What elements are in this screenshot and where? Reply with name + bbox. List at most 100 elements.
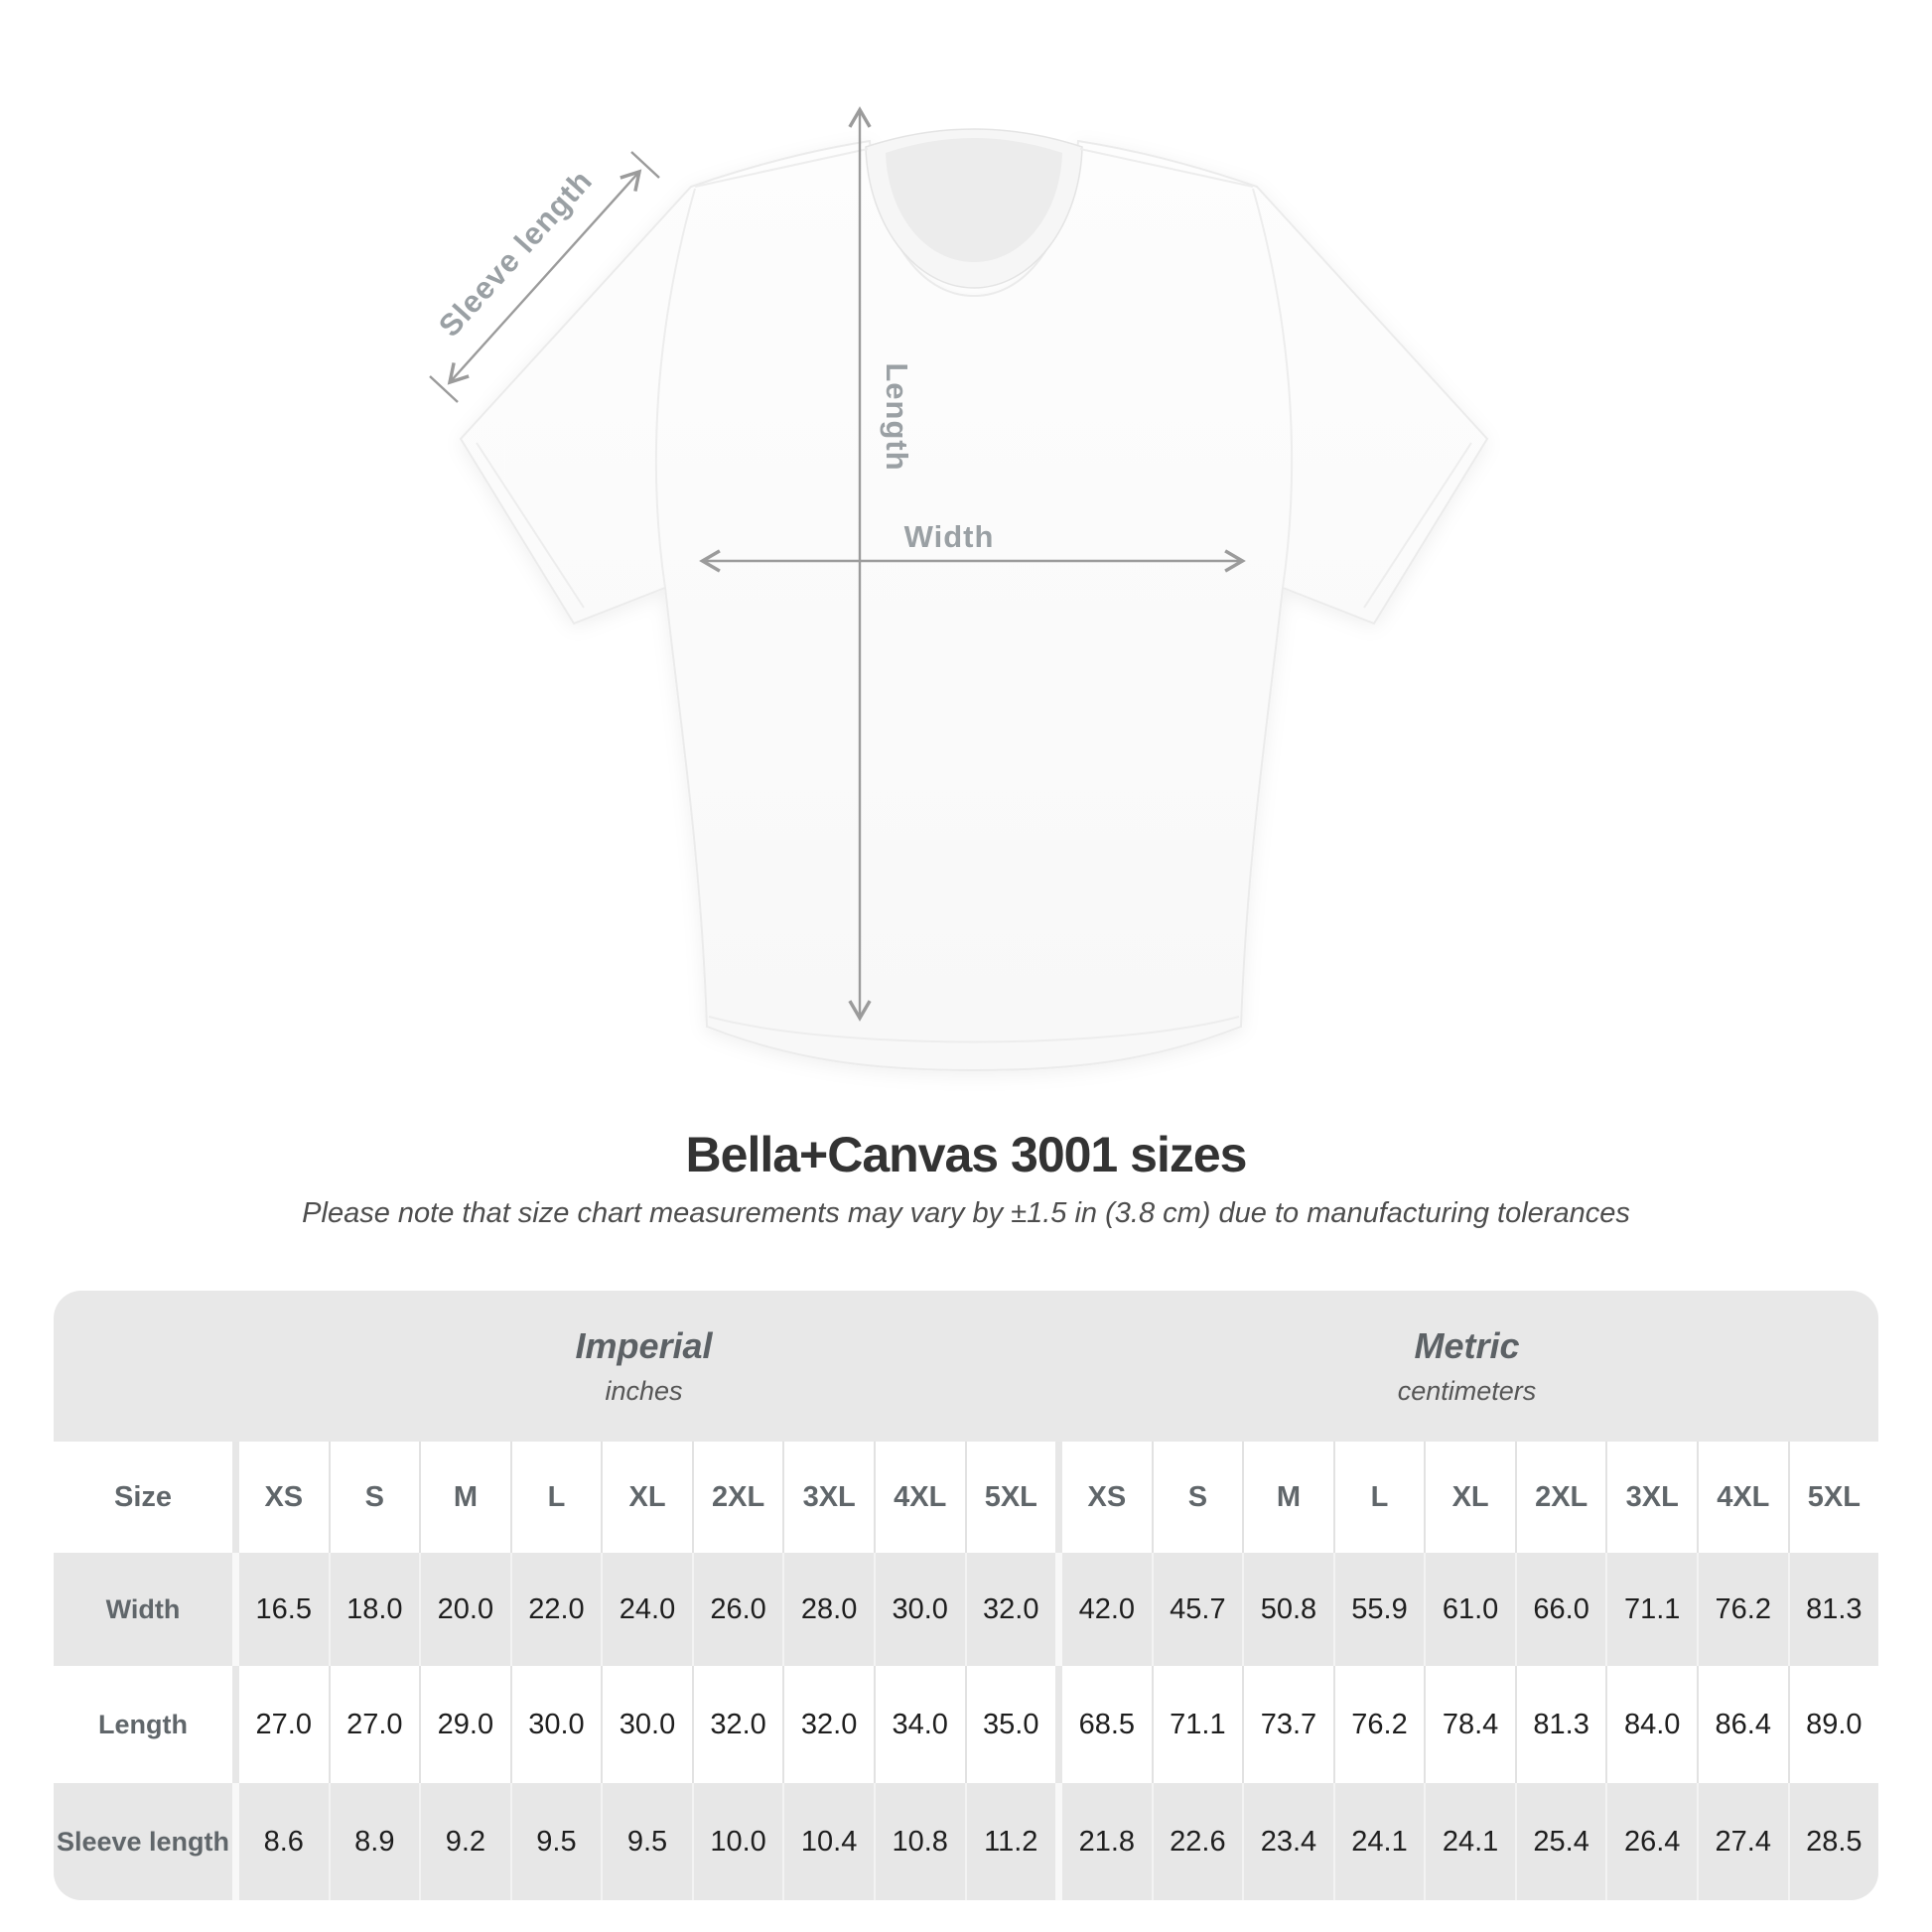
size-header-cell: S: [328, 1442, 420, 1553]
heading-block: Bella+Canvas 3001 sizes Please note that…: [0, 1126, 1932, 1230]
sleeve-arrow-end-cap: [429, 375, 459, 403]
value-cell: 28.5: [1787, 1783, 1878, 1900]
value-cell: 22.0: [509, 1553, 602, 1666]
value-cell: 27.4: [1697, 1783, 1788, 1900]
size-header-cell: XS: [1055, 1442, 1152, 1553]
value-cell: 24.1: [1424, 1783, 1515, 1900]
value-cell: 84.0: [1605, 1666, 1697, 1783]
size-header-row: Size XS S M L XL 2XL 3XL 4XL 5XL XS S M …: [54, 1442, 1878, 1553]
value-cell: 76.2: [1697, 1553, 1788, 1666]
value-cell: 32.0: [782, 1666, 874, 1783]
tshirt-collar-opening: [886, 138, 1062, 262]
value-cell: 8.6: [232, 1783, 329, 1900]
value-cell: 9.5: [601, 1783, 692, 1900]
size-header-cell: M: [1242, 1442, 1333, 1553]
value-cell: 8.9: [328, 1783, 420, 1900]
size-header-cell: 2XL: [1514, 1442, 1606, 1553]
tshirt-illustration: [459, 128, 1489, 1072]
metric-unit: centimeters: [1397, 1376, 1537, 1406]
size-table: Imperial inches Metric centimeters Size …: [54, 1291, 1878, 1900]
value-cell: 16.5: [232, 1553, 329, 1666]
value-cell: 22.6: [1151, 1783, 1243, 1900]
sleeve-arrow-end-cap: [630, 151, 660, 179]
value-cell: 86.4: [1697, 1666, 1788, 1783]
value-cell: 20.0: [419, 1553, 510, 1666]
value-cell: 24.1: [1332, 1783, 1425, 1900]
row-label: Sleeve length: [56, 1826, 230, 1857]
value-cell: 89.0: [1787, 1666, 1878, 1783]
value-cell: 30.0: [601, 1666, 692, 1783]
value-cell: 71.1: [1151, 1666, 1243, 1783]
value-cell: 35.0: [964, 1666, 1056, 1783]
size-header-cell: 2XL: [691, 1442, 783, 1553]
value-cell: 27.0: [328, 1666, 420, 1783]
value-cell: 23.4: [1242, 1783, 1333, 1900]
table-row-sleeve-length: Sleeve length 8.6 8.9 9.2 9.5 9.5 10.0 1…: [54, 1783, 1878, 1900]
tolerance-note: Please note that size chart measurements…: [302, 1197, 1630, 1229]
value-cell: 10.4: [782, 1783, 874, 1900]
value-cell: 81.3: [1514, 1666, 1606, 1783]
value-cell: 45.7: [1151, 1553, 1243, 1666]
value-cell: 10.8: [873, 1783, 965, 1900]
size-header-cell: XL: [1424, 1442, 1515, 1553]
size-header-cell: 4XL: [873, 1442, 965, 1553]
row-label: Width: [105, 1593, 181, 1624]
value-cell: 32.0: [964, 1553, 1056, 1666]
size-column-title: Size: [113, 1480, 173, 1513]
value-cell: 21.8: [1055, 1783, 1152, 1900]
imperial-unit: inches: [605, 1376, 683, 1406]
value-cell: 76.2: [1332, 1666, 1425, 1783]
size-header-cell: L: [509, 1442, 602, 1553]
metric-group-header: Metric centimeters: [1055, 1291, 1878, 1442]
value-cell: 73.7: [1242, 1666, 1333, 1783]
value-cell: 68.5: [1055, 1666, 1152, 1783]
value-cell: 9.5: [509, 1783, 602, 1900]
value-cell: 30.0: [873, 1553, 965, 1666]
size-header-cell: XS: [232, 1442, 329, 1553]
tshirt-measurement-diagram: Sleeve length Length Width: [429, 106, 1489, 1072]
size-header-cell: L: [1332, 1442, 1425, 1553]
value-cell: 55.9: [1332, 1553, 1425, 1666]
value-cell: 10.0: [691, 1783, 783, 1900]
imperial-label: Imperial: [575, 1325, 713, 1366]
value-cell: 28.0: [782, 1553, 874, 1666]
band-corner: [54, 1291, 232, 1442]
page-title: Bella+Canvas 3001 sizes: [685, 1127, 1248, 1182]
size-header-cell: 5XL: [1787, 1442, 1878, 1553]
value-cell: 26.4: [1605, 1783, 1697, 1900]
sleeve-length-arrow: [447, 169, 642, 385]
size-header-cell: 3XL: [1605, 1442, 1697, 1553]
value-cell: 26.0: [691, 1553, 783, 1666]
size-header-cell: XL: [601, 1442, 692, 1553]
value-cell: 78.4: [1424, 1666, 1515, 1783]
length-label: Length: [880, 362, 914, 471]
value-cell: 71.1: [1605, 1553, 1697, 1666]
value-cell: 25.4: [1514, 1783, 1606, 1900]
table-row-length: Length 27.0 27.0 29.0 30.0 30.0 32.0 32.…: [54, 1666, 1878, 1783]
value-cell: 27.0: [232, 1666, 329, 1783]
value-cell: 32.0: [691, 1666, 783, 1783]
value-cell: 9.2: [419, 1783, 510, 1900]
value-cell: 30.0: [509, 1666, 602, 1783]
unit-band-row: Imperial inches Metric centimeters: [54, 1291, 1878, 1442]
table-row-width: Width 16.5 18.0 20.0 22.0 24.0 26.0 28.0…: [54, 1553, 1878, 1666]
value-cell: 11.2: [964, 1783, 1056, 1900]
size-header-cell: S: [1151, 1442, 1243, 1553]
value-cell: 66.0: [1514, 1553, 1606, 1666]
metric-label: Metric: [1414, 1325, 1520, 1366]
width-label: Width: [904, 519, 995, 554]
size-header-cell: 4XL: [1697, 1442, 1788, 1553]
imperial-group-header: Imperial inches: [232, 1291, 1055, 1442]
value-cell: 29.0: [419, 1666, 510, 1783]
size-header-cell: 5XL: [964, 1442, 1056, 1553]
value-cell: 24.0: [601, 1553, 692, 1666]
value-cell: 81.3: [1787, 1553, 1878, 1666]
value-cell: 42.0: [1055, 1553, 1152, 1666]
size-header-cell: 3XL: [782, 1442, 874, 1553]
tshirt-seams: [476, 148, 1472, 1043]
value-cell: 18.0: [328, 1553, 420, 1666]
value-cell: 34.0: [873, 1666, 965, 1783]
row-label: Length: [98, 1709, 188, 1739]
value-cell: 61.0: [1424, 1553, 1515, 1666]
